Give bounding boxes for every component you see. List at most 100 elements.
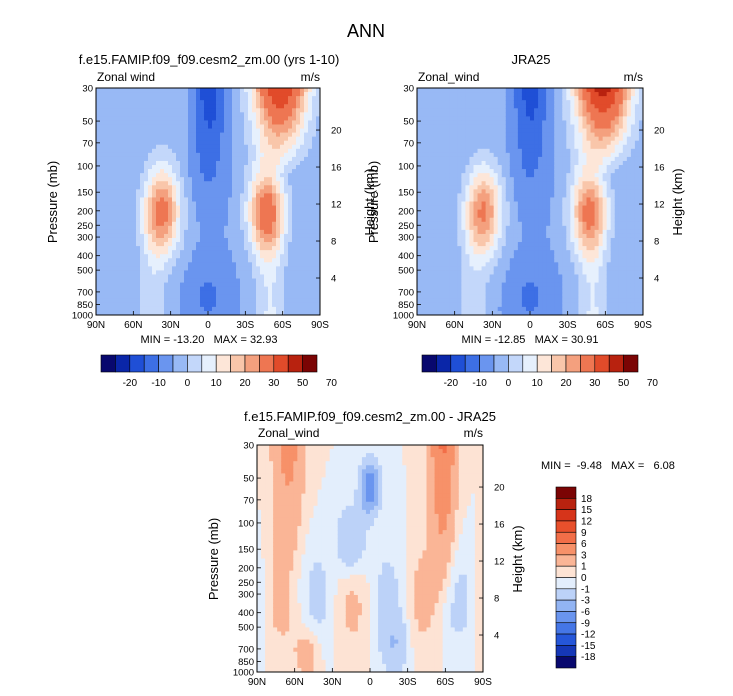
model-field-cell bbox=[196, 286, 201, 292]
model-field-cell bbox=[212, 217, 217, 223]
obs-field-cell bbox=[489, 302, 495, 308]
model-field-cell bbox=[104, 189, 109, 194]
obs-field-cell bbox=[417, 193, 422, 199]
obs-field-cell bbox=[437, 88, 442, 93]
model-field-cell bbox=[272, 258, 277, 263]
model-field-cell bbox=[292, 156, 297, 162]
model-field-cell bbox=[120, 92, 125, 97]
model-field-cell bbox=[272, 306, 277, 312]
obs-field-cell bbox=[481, 306, 487, 312]
model-field-cell bbox=[248, 185, 253, 190]
model-field-cell bbox=[224, 112, 229, 117]
model-field-cell bbox=[180, 306, 185, 312]
model-field-cell bbox=[300, 92, 305, 97]
model-field-cell bbox=[108, 270, 113, 276]
model-field-cell bbox=[256, 104, 261, 109]
model-field-cell bbox=[136, 132, 141, 138]
obs-field-cell bbox=[542, 229, 547, 235]
obs-field-cell bbox=[509, 225, 515, 231]
obs-field-cell bbox=[425, 242, 430, 247]
model-field-cell bbox=[292, 213, 297, 219]
obs-field-cell bbox=[509, 294, 515, 300]
obs-field-cell bbox=[421, 298, 426, 304]
model-field-cell bbox=[308, 258, 313, 263]
model-field-cell bbox=[244, 92, 249, 97]
obs-field-cell bbox=[449, 189, 454, 194]
obs-field-cell bbox=[509, 156, 515, 162]
model-field-cell bbox=[248, 254, 253, 259]
model-field-cell bbox=[164, 173, 169, 178]
model-field-cell bbox=[136, 100, 141, 105]
model-field-cell bbox=[204, 148, 209, 154]
model-field-cell bbox=[260, 124, 265, 130]
obs-field-cell bbox=[465, 213, 471, 219]
model-field-cell bbox=[176, 221, 181, 227]
obs-field-cell bbox=[538, 242, 543, 247]
model-field-cell bbox=[124, 290, 129, 296]
model-field-cell bbox=[316, 120, 320, 126]
obs-field-cell bbox=[505, 148, 511, 154]
model-field-cell bbox=[232, 286, 237, 292]
model-field-cell bbox=[192, 189, 197, 194]
model-pressure-tick-label: 30 bbox=[82, 84, 93, 95]
obs-field-cell bbox=[457, 120, 462, 126]
obs-field-cell bbox=[421, 169, 426, 174]
model-field-cell bbox=[264, 282, 269, 288]
obs-field-cell bbox=[465, 116, 471, 122]
obs-field-cell bbox=[485, 112, 491, 117]
model-field-cell bbox=[204, 189, 209, 194]
model-field-cell bbox=[120, 246, 125, 251]
model-field-cell bbox=[220, 302, 225, 308]
model-field-cell bbox=[196, 217, 201, 223]
model-field-cell bbox=[164, 100, 169, 105]
model-field-cell bbox=[260, 144, 265, 150]
model-field-cell bbox=[200, 242, 205, 247]
model-field-cell bbox=[144, 165, 149, 170]
model-field-cell bbox=[260, 136, 265, 142]
obs-field-cell bbox=[530, 169, 535, 174]
obs-field-cell bbox=[477, 278, 483, 284]
model-field-cell bbox=[308, 185, 313, 190]
model-field-cell bbox=[160, 185, 165, 190]
model-field-cell bbox=[184, 144, 189, 150]
model-field-cell bbox=[296, 221, 301, 227]
model-field-cell bbox=[300, 209, 305, 215]
model-field-cell bbox=[196, 306, 201, 312]
obs-field-cell bbox=[530, 160, 535, 166]
obs-field-cell bbox=[457, 193, 462, 199]
model-field-cell bbox=[180, 242, 185, 247]
model-field-cell bbox=[124, 177, 129, 182]
obs-field-cell bbox=[421, 156, 426, 162]
obs-field-cell bbox=[465, 156, 471, 162]
model-field-cell bbox=[232, 189, 237, 194]
model-field-cell bbox=[292, 193, 297, 199]
model-field-cell bbox=[196, 165, 201, 170]
obs-field-cell bbox=[477, 177, 483, 182]
model-field-cell bbox=[300, 88, 305, 93]
obs-field-cell bbox=[437, 250, 442, 255]
obs-field-cell bbox=[437, 181, 442, 186]
obs-field-cell bbox=[457, 229, 462, 235]
model-field-cell bbox=[308, 225, 313, 231]
obs-field-cell bbox=[513, 132, 519, 138]
obs-field-cell bbox=[513, 270, 519, 276]
model-field-cell bbox=[168, 306, 173, 312]
model-field-cell bbox=[180, 201, 185, 207]
obs-field-cell bbox=[525, 140, 531, 146]
obs-field-cell bbox=[425, 124, 430, 130]
model-field-cell bbox=[164, 290, 169, 296]
model-field-cell bbox=[248, 96, 253, 101]
model-field-cell bbox=[316, 270, 320, 276]
obs-field-cell bbox=[417, 201, 422, 207]
model-field-cell bbox=[308, 132, 313, 138]
model-field-cell bbox=[188, 197, 193, 203]
obs-field-cell bbox=[485, 132, 491, 138]
model-field-cell bbox=[248, 92, 253, 97]
model-field-cell bbox=[192, 140, 197, 146]
model-field-cell bbox=[136, 140, 141, 146]
model-field-cell bbox=[232, 120, 237, 126]
model-field-cell bbox=[268, 302, 273, 308]
model-field-cell bbox=[160, 173, 165, 178]
model-field-cell bbox=[104, 266, 109, 272]
model-field-cell bbox=[200, 294, 205, 300]
